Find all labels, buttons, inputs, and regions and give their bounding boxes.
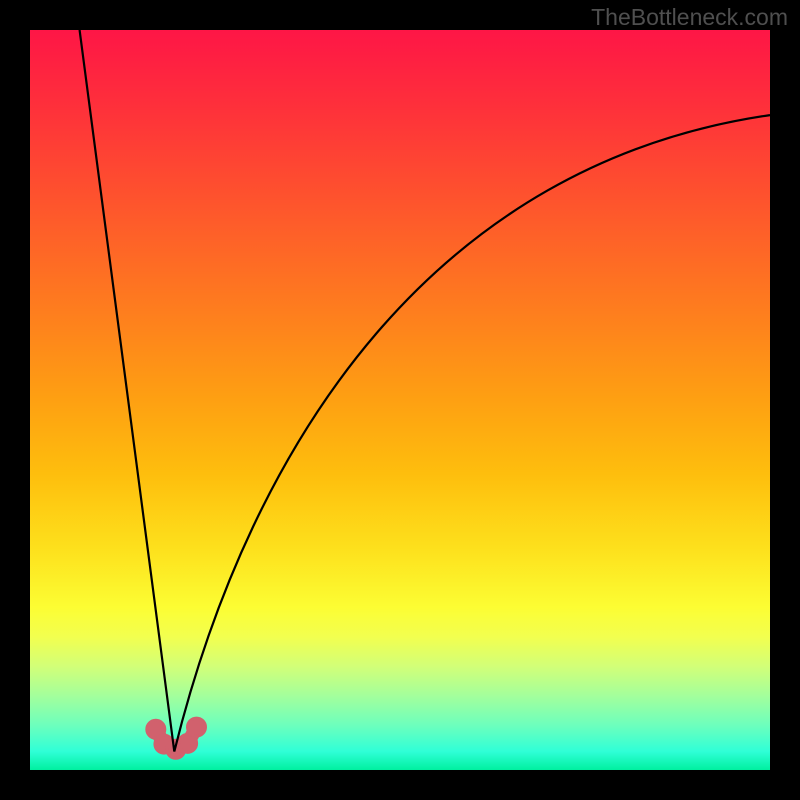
bottleneck-chart [0,0,800,800]
site-watermark: TheBottleneck.com [591,4,788,31]
marker-point [188,718,206,736]
chart-container: TheBottleneck.com [0,0,800,800]
